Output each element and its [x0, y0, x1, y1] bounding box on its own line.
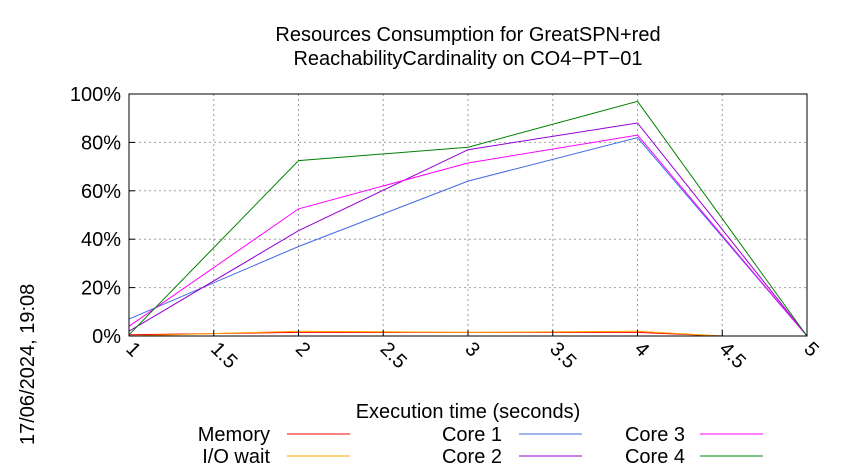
legend-label-memory: Memory [198, 424, 270, 446]
x-tick-label: 2.5 [376, 338, 411, 373]
legend-label-core-2: Core 2 [442, 446, 502, 468]
series-line-core-3 [128, 134, 808, 337]
y-tick-label: 80% [81, 132, 121, 154]
series-line-core-4 [128, 100, 808, 337]
x-tick-label: 5 [799, 338, 822, 361]
x-tick-label: 1 [121, 338, 144, 361]
y-tick-label: 20% [81, 278, 121, 300]
tick-labels: 0% 20% 40% 60% 80% 100% 1 1.5 2 2.5 3 3.5 4 4.5 5 [70, 84, 823, 373]
x-tick-label: 4 [630, 338, 653, 361]
legend-label-i-o-wait: I/O wait [202, 446, 270, 468]
series-line-core-2 [128, 122, 808, 337]
y-tick-label: 100% [70, 84, 121, 106]
timestamp: 17/06/2024, 19:08 [17, 284, 39, 445]
legend-label-core-3: Core 3 [625, 424, 685, 446]
chart-title: Resources Consumption for GreatSPN+red [275, 24, 660, 46]
series-line-core-1 [128, 137, 808, 337]
y-tick-label: 60% [81, 181, 121, 203]
x-tick-label: 4.5 [715, 338, 750, 373]
x-tick-label: 1.5 [206, 338, 241, 373]
legend-label-core-1: Core 1 [442, 424, 502, 446]
x-tick-label: 3 [460, 338, 483, 361]
chart-subtitle: ReachabilityCardinality on CO4−PT−01 [293, 48, 642, 70]
y-tick-label: 0% [92, 326, 121, 348]
x-tick-label: 3.5 [545, 338, 580, 373]
x-axis-label: Execution time (seconds) [356, 401, 581, 423]
x-tick-label: 2 [291, 338, 314, 361]
legend-label-core-4: Core 4 [625, 446, 685, 468]
y-tick-label: 40% [81, 229, 121, 251]
